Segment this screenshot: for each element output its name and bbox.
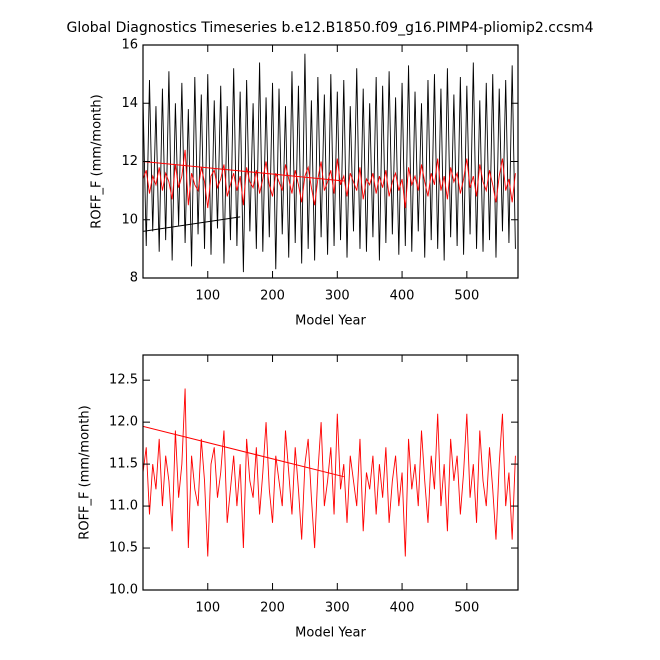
x-tick-label: 300 (325, 289, 350, 304)
x-tick-label: 500 (454, 289, 479, 304)
x-axis-label: Model Year (295, 626, 366, 641)
trend-line (143, 216, 241, 232)
plot-area (143, 388, 516, 557)
plot-area (143, 53, 516, 273)
y-axis-label: ROFF_F (mm/month) (90, 94, 105, 228)
y-tick-label: 16 (121, 38, 138, 53)
plot-frame (142, 354, 519, 591)
x-tick-label: 400 (390, 601, 415, 616)
y-tick-label: 10.0 (109, 583, 138, 598)
x-tick-label: 300 (325, 601, 350, 616)
y-tick-label: 12.5 (109, 373, 138, 388)
x-tick-label: 100 (195, 601, 220, 616)
data-line (143, 53, 516, 273)
x-tick-label: 400 (390, 289, 415, 304)
y-tick-label: 12 (121, 154, 138, 169)
x-tick-label: 200 (260, 289, 285, 304)
y-axis-label: ROFF_F (mm/month) (78, 405, 93, 539)
trend-line (143, 425, 344, 478)
y-tick-label: 11.0 (109, 499, 138, 514)
y-tick-label: 11.5 (109, 457, 138, 472)
x-tick-label: 200 (260, 601, 285, 616)
chart-title: Global Diagnostics Timeseries b.e12.B185… (66, 20, 593, 36)
x-tick-label: 100 (195, 289, 220, 304)
trend-line (143, 161, 344, 182)
y-tick-label: 10 (121, 212, 138, 227)
y-tick-label: 12.0 (109, 415, 138, 430)
data-line (143, 388, 516, 557)
x-axis-label: Model Year (295, 314, 366, 329)
y-tick-label: 14 (121, 96, 138, 111)
y-tick-label: 8 (130, 271, 138, 286)
y-tick-label: 10.5 (109, 541, 138, 556)
data-line (143, 149, 516, 209)
x-tick-label: 500 (454, 601, 479, 616)
